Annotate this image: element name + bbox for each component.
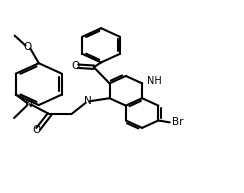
Text: O: O (32, 125, 41, 135)
Text: NH: NH (147, 76, 162, 86)
Text: O: O (71, 61, 80, 71)
Text: O: O (24, 42, 32, 52)
Text: Br: Br (172, 117, 183, 127)
Text: N: N (25, 99, 33, 109)
Text: N: N (84, 96, 92, 106)
